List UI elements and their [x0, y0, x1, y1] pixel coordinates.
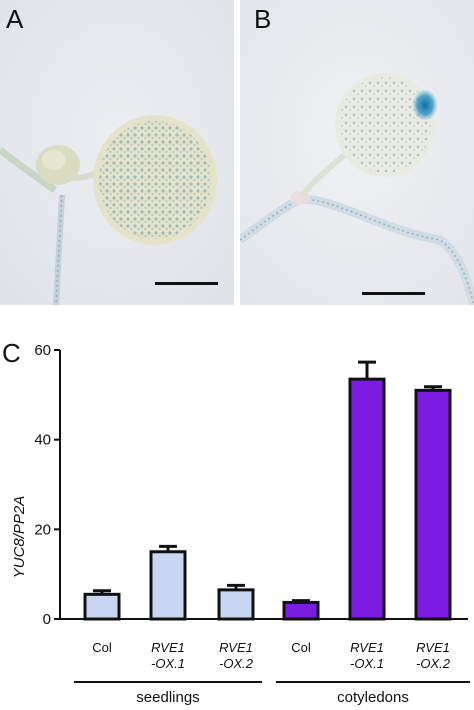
bar	[414, 388, 452, 621]
group-labels: seedlings cotyledons	[74, 681, 470, 706]
x-category-label: Col	[92, 640, 112, 655]
bar	[149, 550, 187, 621]
stem	[0, 147, 57, 193]
blue-stain-spot	[412, 89, 438, 121]
y-tick-label: 0	[43, 611, 51, 628]
x-category-label: RVE1	[151, 640, 185, 655]
y-axis-label: YUC8/PP2A	[11, 496, 28, 579]
x-category-label-line2: -OX.2	[219, 656, 254, 671]
x-category-label-line2: -OX.2	[416, 656, 451, 671]
x-category-label: RVE1	[350, 640, 384, 655]
x-category-label: Col	[291, 640, 311, 655]
y-ticks: 0 20 40 60	[34, 342, 60, 628]
group-label: cotyledons	[337, 689, 409, 706]
bar	[217, 588, 255, 621]
axes	[59, 350, 468, 620]
panel-label-c: C	[2, 338, 21, 368]
y-tick-label: 40	[34, 432, 51, 449]
scale-bar	[155, 282, 218, 285]
bar	[83, 592, 121, 621]
group-label: seedlings	[136, 689, 199, 706]
panel-b-photo: B	[240, 0, 474, 305]
scale-bar	[362, 292, 425, 295]
bars	[83, 377, 452, 621]
panel-label-b: B	[254, 4, 271, 34]
root	[240, 195, 474, 305]
bar	[282, 600, 320, 621]
panel-a-photo: A	[0, 0, 234, 305]
y-tick-label: 20	[34, 521, 51, 538]
x-category-label: RVE1	[416, 640, 450, 655]
x-category-label-line2: -OX.1	[350, 656, 384, 671]
error-bars	[93, 360, 442, 603]
x-category-label: RVE1	[219, 640, 253, 655]
x-category-label-line2: -OX.1	[151, 656, 185, 671]
panel-label-a: A	[6, 4, 24, 34]
bar	[348, 377, 386, 621]
y-tick-label: 60	[34, 342, 51, 359]
